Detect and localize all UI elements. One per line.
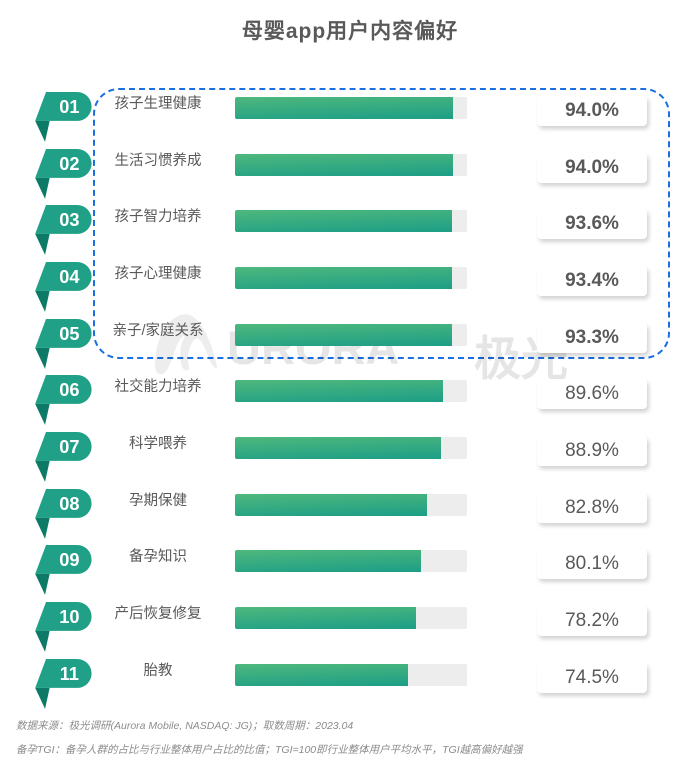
svg-text:06: 06 [59,380,79,400]
svg-text:04: 04 [59,267,80,287]
svg-text:10: 10 [59,607,79,627]
svg-text:08: 08 [59,493,79,513]
svg-text:11: 11 [60,663,79,683]
svg-text:05: 05 [59,323,79,343]
svg-text:01: 01 [59,97,79,117]
svg-text:07: 07 [59,437,79,457]
svg-text:03: 03 [59,210,79,230]
svg-text:02: 02 [59,153,79,173]
svg-text:09: 09 [59,550,79,570]
